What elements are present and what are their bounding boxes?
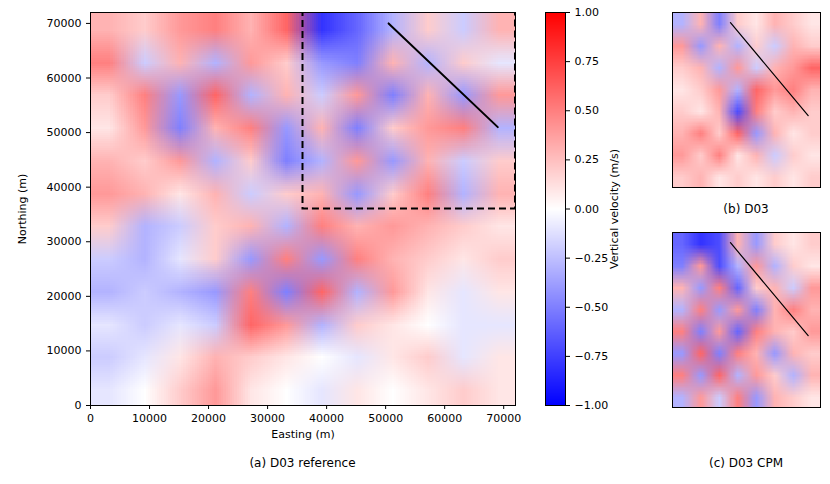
svg-text:10000: 10000 [47, 344, 82, 357]
svg-text:0.25: 0.25 [575, 153, 600, 166]
svg-text:40000: 40000 [309, 412, 344, 425]
svg-text:10000: 10000 [132, 412, 167, 425]
svg-text:60000: 60000 [47, 72, 82, 85]
html-text:(b) D03: (b) D03 [723, 202, 769, 216]
svg-text:Easting (m): Easting (m) [271, 428, 335, 441]
svg-text:30000: 30000 [250, 412, 285, 425]
svg-text:60000: 60000 [427, 412, 462, 425]
svg-text:20000: 20000 [47, 290, 82, 303]
svg-text:1.00: 1.00 [575, 6, 600, 19]
svg-text:−0.75: −0.75 [575, 350, 609, 363]
svg-text:70000: 70000 [47, 17, 82, 30]
svg-text:70000: 70000 [486, 412, 521, 425]
svg-text:50000: 50000 [47, 126, 82, 139]
svg-text:0.50: 0.50 [575, 104, 600, 117]
html-text:(a) D03 reference: (a) D03 reference [249, 456, 356, 470]
svg-text:30000: 30000 [47, 235, 82, 248]
svg-text:−0.50: −0.50 [575, 301, 609, 314]
svg-text:20000: 20000 [191, 412, 226, 425]
svg-text:0: 0 [87, 412, 94, 425]
svg-text:−0.25: −0.25 [575, 252, 609, 265]
svg-text:−1.00: −1.00 [575, 399, 609, 412]
svg-text:0: 0 [75, 399, 82, 412]
svg-text:50000: 50000 [368, 412, 403, 425]
html-text:(c) D03 CPM: (c) D03 CPM [709, 456, 783, 470]
svg-text:40000: 40000 [47, 181, 82, 194]
svg-text:0.00: 0.00 [575, 203, 600, 216]
svg-text:Northing (m): Northing (m) [16, 174, 29, 245]
svg-text:Vertical velocity (m/s): Vertical velocity (m/s) [608, 149, 621, 269]
svg-text:0.75: 0.75 [575, 55, 600, 68]
